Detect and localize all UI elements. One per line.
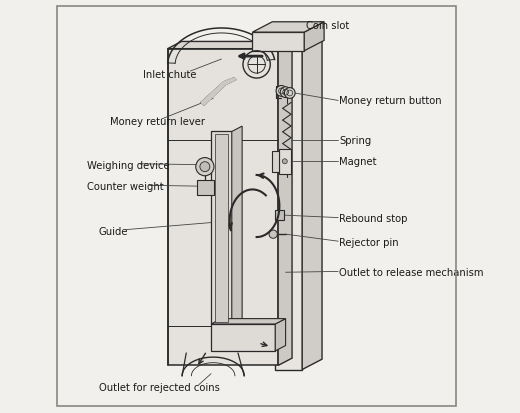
Text: Rebound stop: Rebound stop	[340, 214, 408, 224]
Circle shape	[284, 88, 295, 99]
Polygon shape	[198, 180, 214, 195]
Polygon shape	[278, 43, 292, 366]
Polygon shape	[275, 31, 322, 41]
Text: Money return lever: Money return lever	[110, 117, 205, 127]
Polygon shape	[272, 152, 279, 172]
Polygon shape	[304, 23, 324, 52]
Polygon shape	[302, 31, 322, 370]
Circle shape	[282, 159, 287, 164]
Polygon shape	[211, 319, 285, 324]
Polygon shape	[253, 33, 304, 52]
Polygon shape	[211, 324, 275, 351]
Polygon shape	[279, 150, 291, 174]
Circle shape	[276, 86, 287, 97]
Text: Outlet to release mechanism: Outlet to release mechanism	[340, 268, 484, 278]
Polygon shape	[167, 43, 292, 50]
Polygon shape	[201, 78, 236, 106]
Polygon shape	[232, 127, 242, 324]
Text: Weighing device: Weighing device	[87, 160, 170, 170]
Text: Magnet: Magnet	[340, 157, 377, 167]
Text: Coin slot: Coin slot	[306, 21, 349, 31]
Text: Counter weight: Counter weight	[87, 182, 163, 192]
Polygon shape	[275, 211, 283, 221]
Circle shape	[200, 162, 210, 172]
Circle shape	[196, 158, 214, 176]
Text: Inlet chute: Inlet chute	[143, 69, 197, 79]
Polygon shape	[253, 23, 324, 33]
Polygon shape	[275, 319, 285, 351]
Polygon shape	[215, 134, 228, 322]
Circle shape	[280, 88, 291, 98]
Text: Guide: Guide	[98, 226, 128, 236]
Text: Rejector pin: Rejector pin	[340, 237, 399, 247]
Text: Spring: Spring	[340, 135, 372, 145]
Polygon shape	[167, 50, 278, 366]
Polygon shape	[211, 132, 232, 324]
Text: Money return button: Money return button	[340, 96, 442, 106]
Polygon shape	[275, 41, 302, 370]
Circle shape	[269, 230, 277, 239]
Text: Outlet for rejected coins: Outlet for rejected coins	[99, 382, 220, 392]
